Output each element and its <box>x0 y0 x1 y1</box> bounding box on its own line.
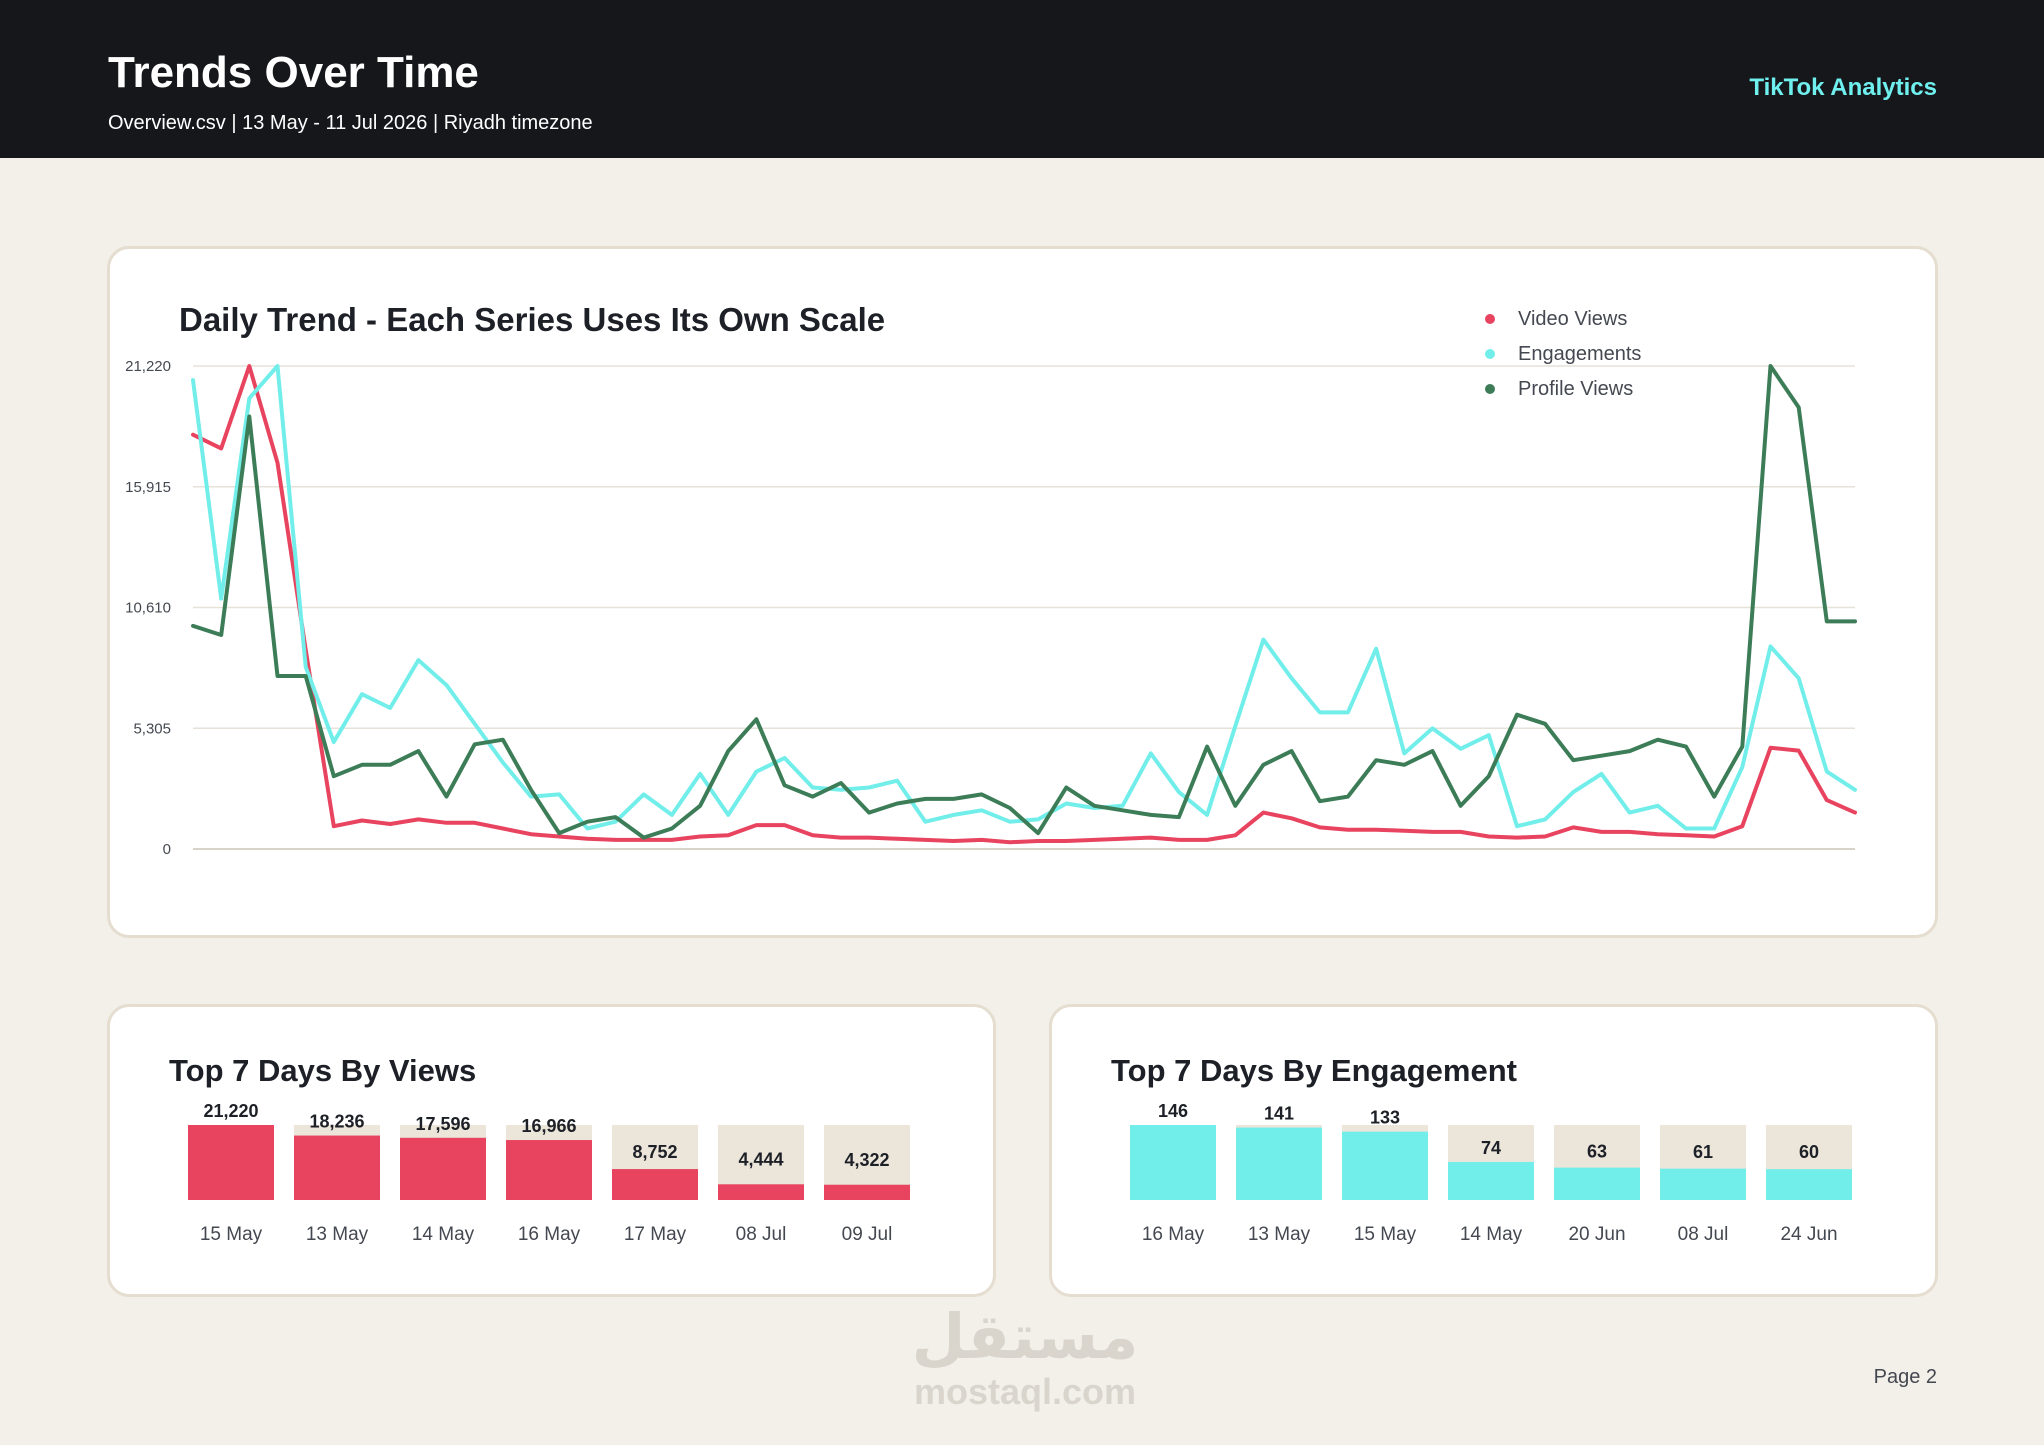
top-views-card: 21,220 15 May 18,236 13 May 17,596 14 May 16,9… <box>107 1004 996 1297</box>
page-header: Trends Over Time Overview.csv | 13 May -… <box>0 0 2044 158</box>
bar <box>824 1184 910 1200</box>
bar <box>1766 1169 1852 1200</box>
bar <box>188 1125 274 1200</box>
bar <box>1554 1167 1640 1200</box>
bar-value-label: 60 <box>1799 1142 1819 1162</box>
chart-title: Top 7 Days By Engagement <box>1111 1053 1517 1088</box>
page-subtitle: Overview.csv | 13 May - 11 Jul 2026 | Ri… <box>108 112 593 134</box>
bar <box>1448 1161 1534 1200</box>
bar-category-label: 17 May <box>624 1224 687 1245</box>
bar <box>718 1184 804 1200</box>
bar <box>612 1169 698 1200</box>
bar-category-label: 09 Jul <box>842 1224 893 1245</box>
daily-trend-card: Daily Trend - Each Series Uses Its Own S… <box>107 246 1938 938</box>
series-line-profile-views <box>191 364 1857 840</box>
bar-category-label: 08 Jul <box>1678 1224 1729 1245</box>
watermark-logo: مستقل mostaql.com <box>890 1300 1160 1420</box>
brand-label: TikTok Analytics <box>1749 74 1937 101</box>
daily-trend-chart: Daily Trend - Each Series Uses Its Own S… <box>125 301 1857 858</box>
legend-marker <box>1485 349 1495 359</box>
bar-category-label: 20 Jun <box>1568 1224 1625 1245</box>
top-engagement-card: 146 16 May 141 13 May 133 15 May 74 14 May 63 20 … <box>1049 1004 1938 1297</box>
bar-value-label: 61 <box>1693 1142 1713 1162</box>
bar <box>400 1137 486 1200</box>
bar <box>294 1135 380 1200</box>
bar-value-label: 63 <box>1587 1141 1607 1161</box>
watermark-arabic: مستقل <box>911 1300 1139 1373</box>
bar-value-label: 146 <box>1158 1101 1188 1121</box>
bar-category-label: 16 May <box>1142 1224 1205 1245</box>
bar <box>506 1140 592 1200</box>
page-title: Trends Over Time <box>108 48 479 97</box>
y-tick-label: 15,915 <box>125 479 171 496</box>
y-tick-label: 0 <box>163 841 171 858</box>
chart-title: Daily Trend - Each Series Uses Its Own S… <box>179 301 885 338</box>
bar-category-label: 15 May <box>200 1224 263 1245</box>
legend-label: Video Views <box>1518 308 1627 330</box>
bar-value-label: 17,596 <box>415 1114 470 1134</box>
bar-category-label: 13 May <box>1248 1224 1311 1245</box>
series-line-video-views <box>191 364 1857 845</box>
bar-category-label: 24 Jun <box>1780 1224 1837 1245</box>
y-tick-label: 10,610 <box>125 600 171 617</box>
watermark-domain: mostaql.com <box>913 1371 1137 1412</box>
bar-value-label: 4,444 <box>738 1150 783 1170</box>
bar-value-label: 133 <box>1370 1108 1400 1128</box>
legend-label: Engagements <box>1518 343 1641 365</box>
bar-category-label: 15 May <box>1354 1224 1417 1245</box>
y-tick-label: 5,305 <box>133 720 171 737</box>
y-tick-label: 21,220 <box>125 358 171 375</box>
legend-label: Profile Views <box>1518 378 1633 400</box>
chart-title: Top 7 Days By Views <box>169 1053 476 1088</box>
bar-category-label: 13 May <box>306 1224 369 1245</box>
top-engagement-chart: 146 16 May 141 13 May 133 15 May 74 14 May 63 20 … <box>1111 1053 1852 1245</box>
bar-category-label: 14 May <box>412 1224 475 1245</box>
page-number: Page 2 <box>1873 1366 1937 1388</box>
bar-value-label: 4,322 <box>844 1150 889 1170</box>
bar-value-label: 16,966 <box>521 1116 576 1136</box>
bar <box>1342 1131 1428 1200</box>
bar-value-label: 21,220 <box>203 1101 258 1121</box>
bar <box>1236 1127 1322 1200</box>
series-line-engagements <box>191 364 1857 831</box>
bar-category-label: 16 May <box>518 1224 581 1245</box>
bar-value-label: 8,752 <box>632 1142 677 1162</box>
bar-category-label: 08 Jul <box>736 1224 787 1245</box>
top-views-chart: 21,220 15 May 18,236 13 May 17,596 14 May 16,9… <box>169 1053 910 1245</box>
bar-value-label: 18,236 <box>309 1112 364 1132</box>
bar-value-label: 141 <box>1264 1104 1294 1124</box>
legend-marker <box>1485 314 1495 324</box>
bar-value-label: 74 <box>1481 1138 1501 1158</box>
bar <box>1660 1168 1746 1200</box>
legend-marker <box>1485 384 1495 394</box>
bar <box>1130 1125 1216 1200</box>
bar-category-label: 14 May <box>1460 1224 1523 1245</box>
